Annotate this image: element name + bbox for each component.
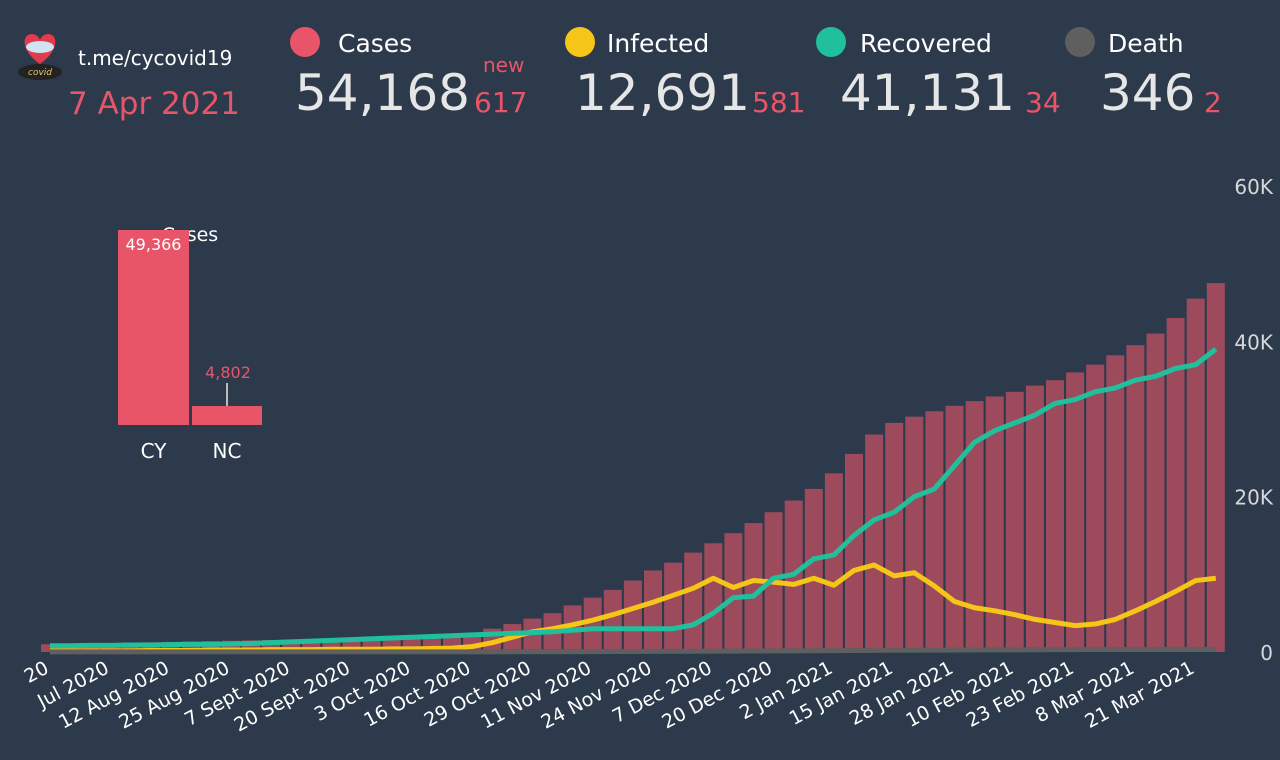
inset-value-label: 49,366 [126,235,182,254]
bar [583,597,602,652]
bar [1086,364,1105,652]
bar [523,618,542,652]
logo: covid [18,34,62,80]
new-label: new [483,53,524,77]
legend-dot [816,27,846,57]
bar [885,422,904,652]
bar [905,416,924,652]
bar [684,552,703,652]
bar [744,523,763,652]
svg-text:covid: covid [28,68,52,78]
stat-new: 617 [474,86,527,119]
bar [845,453,863,652]
stat-total: 54,168 [295,64,470,122]
legend-label: Infected [607,29,709,58]
bar [1146,333,1165,652]
y-tick-label: 20K [1234,486,1273,510]
bar [603,589,622,652]
stat-new: 2 [1204,86,1222,119]
bar [1206,283,1225,652]
stat-total: 346 [1100,64,1195,122]
inset-category: CY [141,439,168,463]
bar [1106,355,1125,652]
line [50,646,1216,655]
inset-bar [192,406,262,425]
bar [1066,372,1085,652]
bar [965,401,984,652]
bar [242,640,260,652]
stat-total: 12,691 [575,64,750,122]
bar [623,580,642,652]
legend-dot [565,27,595,57]
inset-bar [118,230,189,425]
bar [985,396,1004,652]
bar [824,473,843,652]
line [50,347,1218,649]
legend-label: Cases [338,29,412,58]
legend-label: Death [1108,29,1184,58]
link[interactable]: t.me/cycovid19 [78,46,232,70]
bar [925,411,944,652]
stat-new: 34 [1025,86,1061,119]
inset-value-label: 4,802 [205,363,251,382]
y-tick-label: 0 [1260,641,1273,665]
bar [181,641,200,652]
bar [1166,318,1185,652]
legend-label: Recovered [860,29,992,58]
bar [1025,385,1044,652]
legend-dot [290,27,320,57]
inset-category: NC [213,439,242,463]
bar [644,570,662,652]
stat-new: 581 [752,86,805,119]
stat-total: 41,131 [840,64,1015,122]
date: 7 Apr 2021 [68,86,240,122]
bar [1046,380,1064,652]
bar [865,434,884,652]
legend-dot [1065,27,1095,57]
stats: Cases 54,168 617 Infected 12,691 581 Recovered… [290,27,1222,122]
bar [664,562,683,652]
y-tick-label: 60K [1234,175,1273,199]
bar [1126,345,1145,652]
y-tick-label: 40K [1234,330,1273,354]
bar [1186,298,1205,652]
bar [724,533,743,652]
bar [221,640,240,652]
bar [1005,391,1024,652]
bar [804,488,823,652]
bar [945,405,964,652]
bar [704,543,723,652]
